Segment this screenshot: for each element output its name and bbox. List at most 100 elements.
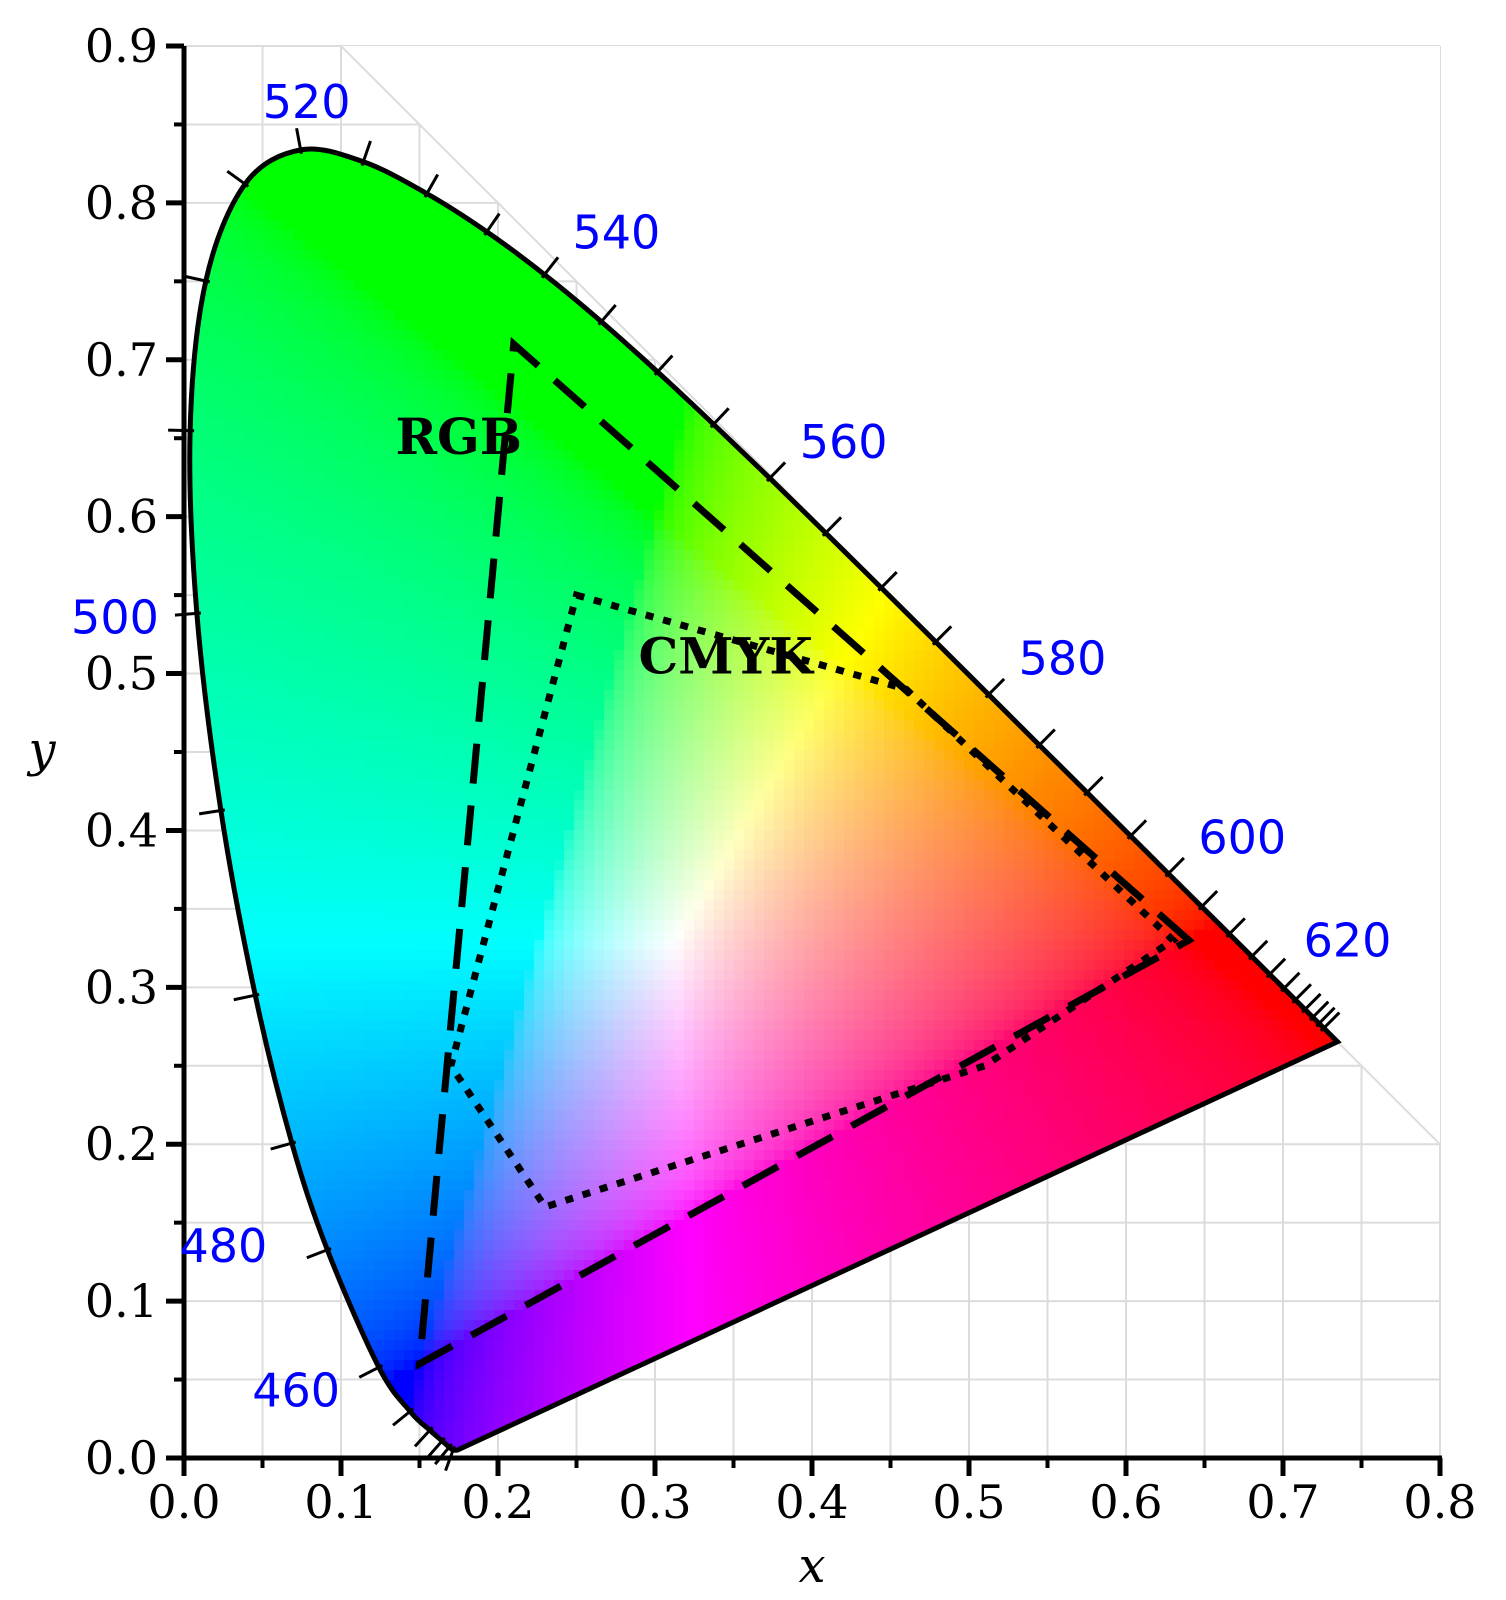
color-cell (374, 690, 385, 701)
color-cell (384, 1210, 395, 1221)
color-cell (304, 1110, 315, 1121)
color-cell (314, 1110, 325, 1121)
color-cell (234, 530, 245, 541)
color-cell (334, 560, 345, 571)
color-cell (384, 1080, 395, 1091)
color-cell (234, 810, 245, 821)
color-cell (434, 480, 445, 491)
color-cell (324, 430, 335, 441)
color-cell (484, 740, 495, 751)
color-cell (414, 1230, 425, 1241)
color-cell (414, 820, 425, 831)
color-cell (374, 130, 385, 141)
color-cell (204, 1090, 215, 1101)
color-cell (474, 310, 485, 321)
color-cell (384, 1200, 395, 1211)
color-cell (284, 1030, 295, 1041)
color-cell (324, 630, 335, 641)
color-cell (394, 520, 405, 531)
color-cell (334, 570, 345, 581)
color-cell (324, 1080, 335, 1091)
color-cell (294, 1310, 305, 1321)
color-cell (314, 520, 325, 531)
color-cell (504, 510, 515, 521)
color-cell (204, 450, 215, 461)
color-cell (444, 520, 455, 531)
color-cell (334, 1330, 345, 1341)
color-cell (214, 910, 225, 921)
color-cell (304, 360, 315, 371)
color-cell (334, 620, 345, 631)
color-cell (504, 310, 515, 321)
color-cell (384, 1140, 395, 1151)
color-cell (454, 1210, 465, 1221)
color-cell (234, 570, 245, 581)
color-cell (394, 1050, 405, 1061)
color-cell (194, 180, 205, 191)
color-cell (514, 680, 525, 691)
color-cell (194, 390, 205, 401)
color-cell (544, 490, 555, 501)
color-cell (464, 860, 475, 871)
color-cell (214, 1150, 225, 1161)
color-cell (354, 400, 365, 411)
color-cell (274, 980, 285, 991)
color-cell (524, 1030, 535, 1041)
color-cell (474, 350, 485, 361)
color-cell (434, 1050, 445, 1061)
color-cell (514, 240, 525, 251)
color-cell (274, 490, 285, 501)
color-cell (224, 1290, 235, 1301)
color-cell (404, 1250, 415, 1261)
color-cell (474, 1310, 485, 1321)
color-cell (544, 600, 555, 611)
color-cell (394, 220, 405, 231)
color-cell (204, 950, 215, 961)
color-cell (354, 1040, 365, 1051)
color-cell (344, 130, 355, 141)
color-cell (384, 990, 395, 1001)
color-cell (244, 850, 255, 861)
color-cell (404, 290, 415, 301)
color-cell (414, 1260, 425, 1271)
color-cell (474, 1380, 485, 1391)
color-cell (324, 200, 335, 211)
color-cell (224, 1430, 235, 1441)
color-cell (504, 420, 515, 431)
color-cell (544, 470, 555, 481)
color-cell (374, 940, 385, 951)
color-cell (354, 360, 365, 371)
color-cell (474, 1010, 485, 1021)
color-cell (244, 1420, 255, 1431)
color-cell (294, 590, 305, 601)
color-cell (464, 680, 475, 691)
color-cell (364, 520, 375, 531)
color-cell (434, 900, 445, 911)
color-cell (544, 450, 555, 461)
color-cell (424, 960, 435, 971)
color-cell (204, 1340, 215, 1351)
color-cell (354, 540, 365, 551)
color-cell (334, 600, 345, 611)
color-cell (444, 1400, 455, 1411)
color-cell (354, 740, 365, 751)
color-cell (304, 370, 315, 381)
color-cell (274, 1070, 285, 1081)
color-cell (334, 700, 345, 711)
color-cell (514, 550, 525, 561)
color-cell (534, 1310, 545, 1321)
color-cell (304, 610, 315, 621)
color-cell (374, 1400, 385, 1411)
color-cell (264, 880, 275, 891)
color-cell (294, 330, 305, 341)
color-cell (544, 750, 555, 761)
color-cell (304, 950, 315, 961)
color-cell (374, 330, 385, 341)
color-cell (244, 148, 255, 151)
color-cell (364, 780, 375, 791)
color-cell (474, 1190, 485, 1201)
color-cell (314, 780, 325, 791)
color-cell (334, 240, 345, 251)
color-cell (374, 250, 385, 261)
color-cell (334, 590, 345, 601)
